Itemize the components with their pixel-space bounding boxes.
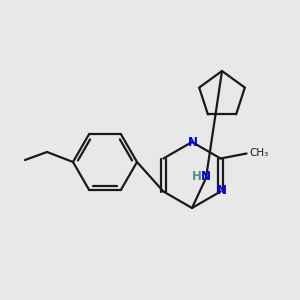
Text: N: N: [188, 136, 198, 149]
Text: H: H: [192, 170, 202, 184]
Text: N: N: [217, 184, 226, 197]
Text: N: N: [201, 170, 211, 184]
Text: CH₃: CH₃: [250, 148, 269, 158]
